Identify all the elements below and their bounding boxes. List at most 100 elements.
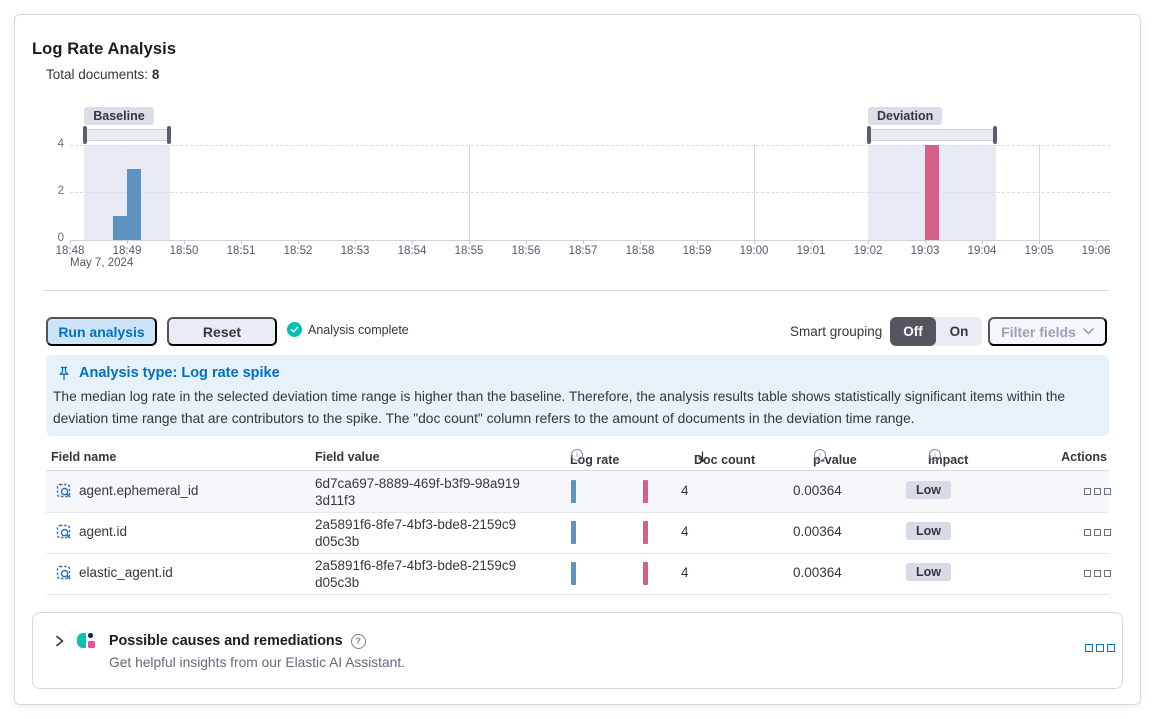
- x-tick-label: 18:59: [682, 245, 712, 257]
- possible-causes-subtitle: Get helpful insights from our Elastic AI…: [109, 655, 405, 670]
- x-tick-label: 19:06: [1081, 245, 1111, 257]
- x-tick-label: 19:04: [967, 245, 997, 257]
- field-filter-icon[interactable]: [56, 565, 72, 581]
- gridline-4: [70, 145, 1110, 146]
- analysis-status: Analysis complete: [287, 322, 409, 337]
- p-value: 0.00364: [793, 565, 842, 580]
- x-tick-mark: [925, 240, 926, 244]
- smart-grouping-label: Smart grouping: [790, 324, 883, 339]
- baseline-badge: Baseline: [84, 107, 154, 125]
- x-tick-mark: [241, 240, 242, 244]
- deviation-badge: Deviation: [868, 107, 943, 125]
- smart-grouping-toggle: Off On: [890, 317, 982, 346]
- field-value: 2a5891f6-8fe7-4bf3-bde8-2159c9d05c3b: [315, 558, 517, 590]
- filter-fields-label: Filter fields: [1001, 323, 1076, 340]
- col-actions: Actions: [1061, 450, 1107, 464]
- row-actions-icon[interactable]: [1084, 570, 1111, 577]
- log-rate-baseline-bar: [571, 521, 576, 544]
- x-tick-label: 19:01: [796, 245, 826, 257]
- question-icon[interactable]: ?: [350, 633, 366, 649]
- x-tick-mark: [811, 240, 812, 244]
- row-actions-icon[interactable]: [1084, 488, 1111, 495]
- elastic-ai-assistant-icon: [77, 632, 95, 649]
- deviation-brush[interactable]: [867, 126, 998, 144]
- x-tick-mark: [640, 240, 641, 244]
- total-documents: Total documents: 8: [46, 67, 159, 82]
- reset-button[interactable]: Reset: [167, 317, 277, 346]
- x-tick-mark: [697, 240, 698, 244]
- x-tick-label: 18:53: [340, 245, 370, 257]
- sort-desc-icon: [698, 451, 707, 463]
- baseline-brush-left-handle[interactable]: [83, 126, 88, 144]
- smart-grouping-on-button[interactable]: On: [949, 324, 969, 339]
- field-filter-icon[interactable]: [56, 483, 72, 499]
- doc-count-value: 4: [681, 565, 689, 580]
- doc-count-chart: Baseline Deviation 4 2 0 May 7, 2024 18:…: [46, 105, 1121, 275]
- x-tick-label: 18:51: [226, 245, 256, 257]
- analysis-type-callout: Analysis type: Log rate spike The median…: [46, 355, 1109, 436]
- impact-badge: Low: [906, 563, 951, 581]
- x-tick-label: 19:05: [1024, 245, 1054, 257]
- x-axis-date-label: May 7, 2024: [70, 257, 134, 269]
- filter-fields-button[interactable]: Filter fields: [988, 317, 1107, 346]
- table-row: agent.ephemeral_id 6d7ca697-8889-469f-b3…: [46, 471, 1111, 513]
- x-tick-mark: [583, 240, 584, 244]
- info-icon[interactable]: i: [929, 449, 941, 461]
- table-row: agent.id 2a5891f6-8fe7-4bf3-bde8-2159c9d…: [46, 512, 1111, 554]
- field-filter-icon[interactable]: [56, 524, 72, 540]
- x-tick-label: 18:56: [511, 245, 541, 257]
- run-analysis-button[interactable]: Run analysis: [46, 317, 157, 346]
- x-tick-mark: [754, 240, 755, 244]
- col-impact[interactable]: Impact i: [928, 449, 969, 467]
- baseline-doc-count-bar: [112, 216, 127, 240]
- baseline-brush-right-handle[interactable]: [166, 126, 171, 144]
- field-value: 6d7ca697-8889-469f-b3f9-98a9193d11f3: [315, 476, 520, 508]
- table-header: Field name Field value Log rate i Doc cou…: [46, 447, 1109, 471]
- x-tick-mark: [355, 240, 356, 244]
- x-tick-label: 18:49: [112, 245, 142, 257]
- log-rate-deviation-bar: [643, 480, 648, 503]
- x-tick-label: 18:55: [454, 245, 484, 257]
- col-doc-count[interactable]: Doc count: [694, 451, 756, 467]
- deviation-doc-count-bar: [925, 145, 940, 240]
- y-tick-label: 2: [57, 185, 64, 197]
- info-icon[interactable]: i: [571, 449, 583, 461]
- log-rate-baseline-bar: [571, 480, 576, 503]
- impact-badge: Low: [906, 481, 951, 499]
- col-field-value: Field value: [315, 450, 380, 464]
- x-tick-label: 19:02: [853, 245, 883, 257]
- possible-causes-panel: Possible causes and remediations ? Get h…: [32, 612, 1123, 689]
- deviation-brush-left-handle[interactable]: [867, 126, 871, 144]
- baseline-brush[interactable]: [83, 126, 171, 144]
- col-field-name: Field name: [51, 450, 117, 464]
- table-row: elastic_agent.id 2a5891f6-8fe7-4bf3-bde8…: [46, 553, 1111, 595]
- vertical-gridline: [1039, 145, 1040, 240]
- x-tick-mark: [469, 240, 470, 244]
- field-name: agent.ephemeral_id: [79, 483, 199, 498]
- x-tick-label: 18:50: [169, 245, 199, 257]
- impact-badge: Low: [906, 522, 951, 540]
- possible-causes-title-row[interactable]: Possible causes and remediations ?: [109, 633, 366, 649]
- x-tick-mark: [868, 240, 869, 244]
- panel-actions-icon[interactable]: [1085, 644, 1115, 652]
- x-tick-mark: [127, 240, 128, 244]
- chevron-right-icon[interactable]: [53, 634, 66, 653]
- row-actions-icon[interactable]: [1084, 529, 1111, 536]
- total-documents-value: 8: [151, 67, 160, 82]
- p-value: 0.00364: [793, 524, 842, 539]
- field-value: 2a5891f6-8fe7-4bf3-bde8-2159c9d05c3b: [315, 517, 517, 549]
- col-p-value[interactable]: p-value i: [813, 449, 857, 467]
- horizontal-divider: [43, 290, 1109, 291]
- total-documents-label: Total documents:: [46, 67, 149, 82]
- info-icon[interactable]: i: [814, 449, 826, 461]
- callout-title: Analysis type: Log rate spike: [79, 365, 280, 381]
- plot-area[interactable]: [70, 145, 1110, 241]
- deviation-brush-right-handle[interactable]: [993, 126, 998, 144]
- field-name: elastic_agent.id: [79, 565, 173, 580]
- x-tick-mark: [982, 240, 983, 244]
- x-tick-label: 19:03: [910, 245, 940, 257]
- check-icon: [287, 322, 302, 337]
- x-tick-label: 18:54: [397, 245, 427, 257]
- col-log-rate[interactable]: Log rate i: [570, 449, 620, 467]
- smart-grouping-off-button[interactable]: Off: [890, 317, 936, 346]
